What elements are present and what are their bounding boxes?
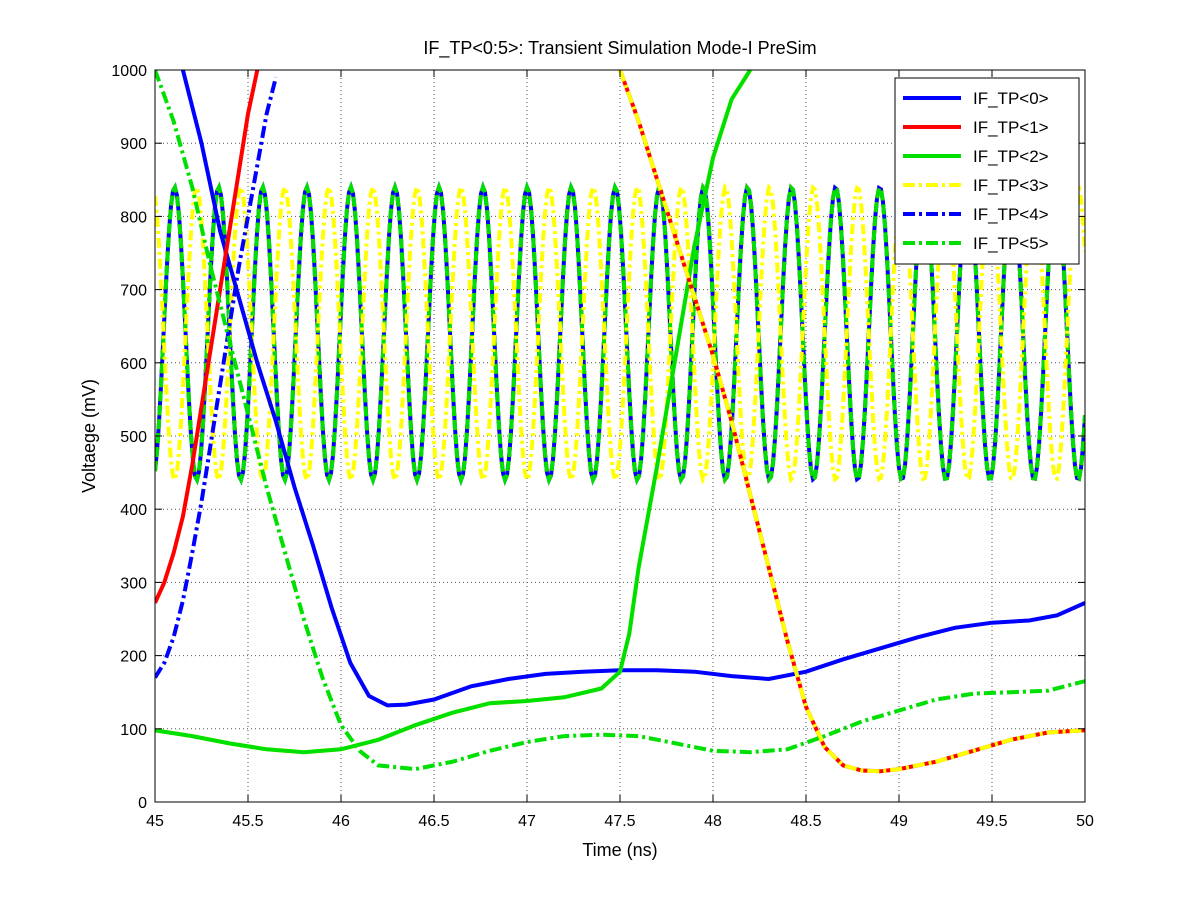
series-line [155,70,752,755]
x-tick-label: 46.5 [418,813,449,830]
legend-label: IF_TP<1> [973,118,1049,137]
legend-box [894,77,1080,265]
y-tick-label: 0 [138,795,147,812]
series-line [618,70,1085,774]
y-tick-label: 600 [120,356,147,373]
oscillation-trace-b [155,180,1085,487]
y-tick-label: 300 [120,575,147,592]
x-tick-label: 49.5 [976,813,1007,830]
legend: IF_TP<0> IF_TP<1> IF_TP<2> IF_TP<3> IF_TP<4>… [894,77,1080,265]
series-line [180,70,1085,708]
axis-ticks: 45 45.5 46 46.5 47 47.5 48 48.5 49 49.5 5001002003… [111,63,1094,830]
y-tick-label: 800 [120,209,147,226]
chart-title: IF_TP<0:5>: Transient Simulation Mode-I … [423,38,816,59]
series-line [155,76,278,679]
x-tick-label: 48 [704,813,722,830]
y-tick-label: 200 [120,649,147,666]
x-tick-label: 48.5 [790,813,821,830]
x-tick-label: 47 [518,813,536,830]
legend-label: IF_TP<5> [973,234,1049,253]
legend-label: IF_TP<2> [973,147,1049,166]
x-tick-label: 45.5 [232,813,263,830]
x-tick-label: 45 [146,813,164,830]
x-tick-label: 50 [1076,813,1094,830]
legend-label: IF_TP<4> [973,205,1049,224]
x-tick-label: 49 [890,813,908,830]
legend-label: IF_TP<0> [973,89,1049,108]
y-tick-label: 400 [120,502,147,519]
y-tick-label: 1000 [111,63,147,80]
series-layer [155,70,1085,774]
y-tick-label: 900 [120,136,147,153]
x-tick-label: 47.5 [604,813,635,830]
y-tick-label: 700 [120,283,147,300]
y-tick-label: 500 [120,429,147,446]
y-tick-label: 100 [120,722,147,739]
x-tick-label: 46 [332,813,350,830]
series-line [155,70,1085,772]
legend-label: IF_TP<3> [973,176,1049,195]
y-axis-label: Voltaege (mV) [79,379,99,493]
series-line [155,70,260,604]
x-axis-label: Time (ns) [582,840,657,860]
